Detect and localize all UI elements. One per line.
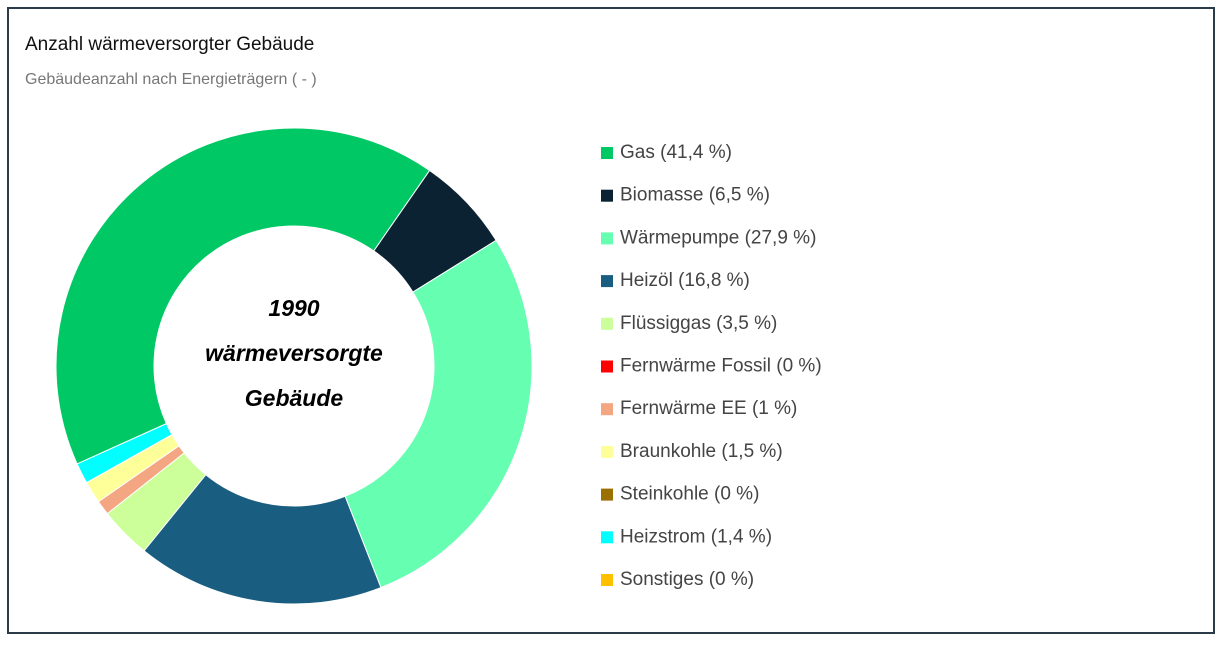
legend-label: Heizöl (16,8 %) xyxy=(620,270,750,291)
legend-swatch xyxy=(601,147,613,159)
legend-label: Braunkohle (1,5 %) xyxy=(620,441,783,462)
donut-slice xyxy=(76,422,173,484)
chart-title: Anzahl wärmeversorgter Gebäude xyxy=(25,34,314,55)
center-text: wärmeversorgte xyxy=(205,340,383,366)
legend-label: Gas (41,4 %) xyxy=(620,142,732,163)
legend-swatch xyxy=(601,574,613,586)
center-text: 1990 xyxy=(268,295,319,321)
legend-swatch xyxy=(601,275,613,288)
legend-label: Flüssiggas (3,5 %) xyxy=(620,313,777,334)
legend-label: Sonstiges (0 %) xyxy=(620,569,754,590)
legend-swatch xyxy=(601,445,613,458)
legend-label: Fernwärme Fossil (0 %) xyxy=(620,356,822,377)
legend-swatch xyxy=(601,531,613,544)
chart-subtitle: Gebäudeanzahl nach Energieträgern ( - ) xyxy=(25,71,317,88)
legend-label: Biomasse (6,5 %) xyxy=(620,185,770,206)
legend-swatch xyxy=(601,403,613,416)
legend-swatch xyxy=(601,317,613,330)
legend-swatch xyxy=(601,189,613,202)
legend-swatch xyxy=(601,488,613,501)
donut-slice xyxy=(344,239,533,589)
center-text: Gebäude xyxy=(245,385,344,411)
legend-swatch xyxy=(601,360,613,373)
legend-swatch xyxy=(601,232,613,245)
donut-slice xyxy=(143,474,382,605)
legend-label: Fernwärme EE (1 %) xyxy=(620,398,797,419)
legend-label: Steinkohle (0 %) xyxy=(620,484,759,505)
legend-label: Wärmepumpe (27,9 %) xyxy=(620,227,816,248)
donut-slice xyxy=(55,127,431,465)
legend-label: Heizstrom (1,4 %) xyxy=(620,526,772,547)
